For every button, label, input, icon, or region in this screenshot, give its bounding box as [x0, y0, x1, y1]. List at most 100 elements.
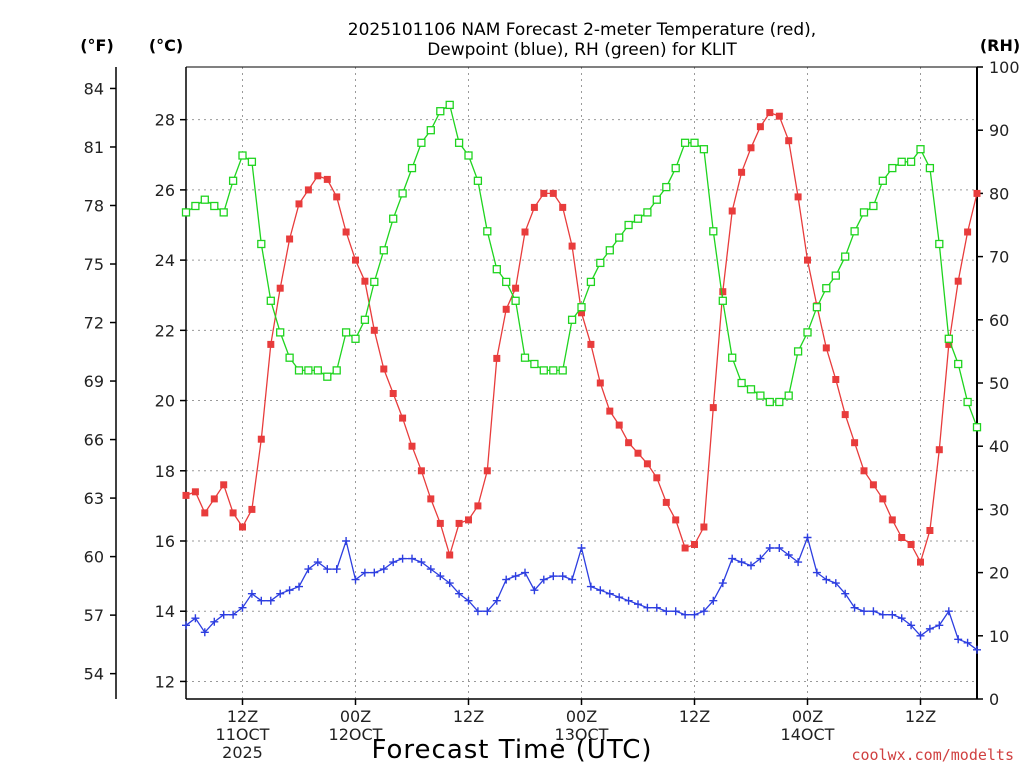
temperature-point: [361, 277, 369, 285]
rh-point: [257, 239, 266, 249]
temperature-point: [304, 186, 312, 194]
rh-point: [285, 353, 294, 362]
temperature-point: [286, 235, 294, 243]
dewpoint-point: [747, 561, 755, 570]
rh-point: [633, 214, 643, 223]
temperature-point: [766, 109, 774, 117]
rh-point: [690, 138, 699, 147]
rh-point: [935, 239, 944, 249]
dewpoint-point: [662, 607, 671, 616]
chart-title-line-1: 2025101106 NAM Forecast 2-meter Temperat…: [348, 20, 816, 40]
dewpoint-point: [935, 621, 944, 630]
celsius-tick-label: 14: [155, 602, 175, 621]
rh-point: [473, 176, 483, 185]
dewpoint-point: [624, 596, 633, 605]
time-tick-label: 13OCT: [555, 725, 609, 744]
temperature-point: [625, 439, 633, 447]
temperature-point: [521, 228, 529, 236]
time-tick-label: 00Z: [792, 707, 823, 726]
celsius-tick-label: 12: [155, 672, 175, 691]
temperature-point: [389, 390, 397, 397]
rh-point: [530, 359, 539, 369]
temperature-point: [822, 344, 830, 352]
rh-point: [567, 315, 577, 324]
temperature-point: [719, 288, 727, 296]
dewpoint-point: [973, 645, 981, 654]
temperature-point: [907, 541, 915, 548]
temperature-point: [973, 189, 981, 197]
temperature-point: [888, 516, 896, 524]
rh-point: [332, 366, 341, 375]
fahrenheit-tick-label: 81: [84, 138, 104, 157]
dewpoint-point: [521, 568, 529, 577]
dewpoint-point: [718, 579, 727, 588]
temperature-point: [417, 467, 425, 475]
rh-point: [671, 163, 680, 173]
rh-point: [596, 258, 605, 268]
temperature-point: [559, 203, 567, 211]
rh-point: [502, 277, 511, 287]
rh-point: [925, 163, 935, 173]
grid: [186, 67, 977, 699]
dewpoint-point: [728, 554, 737, 563]
temperature-point: [210, 495, 218, 503]
chart-title: 2025101106 NAM Forecast 2-meter Temperat…: [348, 20, 816, 60]
dewpoint-point: [304, 565, 313, 574]
temperature-point: [502, 305, 510, 313]
temperature-point: [276, 284, 284, 292]
rh-point: [963, 397, 972, 407]
rh-tick-label: 50: [989, 374, 1009, 393]
temperature-point: [643, 460, 651, 468]
temperature-point: [634, 449, 642, 457]
axes: [185, 66, 978, 700]
dewpoint-point: [313, 558, 322, 567]
dewpoint-point: [210, 617, 219, 626]
rh-point: [370, 277, 379, 287]
temperature-point: [804, 256, 811, 264]
dewpoint-point: [850, 603, 859, 612]
dewpoint-point: [285, 586, 294, 595]
temperature-point: [408, 442, 416, 450]
time-tick-label: 2025: [222, 743, 263, 762]
rh-point: [200, 195, 209, 204]
time-tick-label: 14OCT: [781, 725, 835, 744]
fahrenheit-unit-label: (°F): [80, 36, 114, 55]
temperature-point: [587, 340, 595, 348]
celsius-tick-label: 24: [155, 251, 175, 270]
temperature-point: [549, 189, 557, 197]
temperature-point: [775, 112, 783, 120]
celsius-unit-label: (°C): [149, 36, 183, 55]
rh-point: [539, 366, 548, 375]
temperature-point: [935, 446, 943, 454]
rh-point: [389, 214, 398, 223]
temperature-point: [220, 481, 228, 489]
dewpoint-point: [332, 565, 341, 574]
rh-point: [709, 227, 718, 236]
dewpoint-point: [342, 537, 351, 545]
dewpoint-point: [257, 596, 266, 605]
dewpoint-point: [492, 596, 501, 605]
rh-point: [803, 328, 812, 337]
temperature-point: [851, 439, 859, 447]
temperature-point: [530, 203, 538, 211]
time-tick-label: 12Z: [227, 707, 258, 726]
temperature-series: [182, 109, 981, 566]
time-tick-label: 00Z: [566, 707, 597, 726]
rh-point: [822, 284, 831, 293]
dewpoint-point: [323, 565, 332, 574]
dewpoint-point: [925, 624, 934, 633]
celsius-tick-label: 16: [155, 532, 175, 551]
rh-point: [341, 328, 351, 337]
rh-point: [323, 372, 332, 381]
rh-point: [699, 145, 709, 154]
rh-point: [436, 107, 445, 116]
temperature-point: [728, 207, 736, 215]
rh-point: [520, 353, 530, 362]
temperature-point: [879, 495, 887, 503]
dewpoint-point: [803, 533, 812, 542]
temperature-point: [691, 541, 698, 548]
dewpoint-point: [765, 544, 774, 552]
rh-point: [379, 246, 388, 255]
fahrenheit-tick-label: 66: [84, 431, 104, 450]
